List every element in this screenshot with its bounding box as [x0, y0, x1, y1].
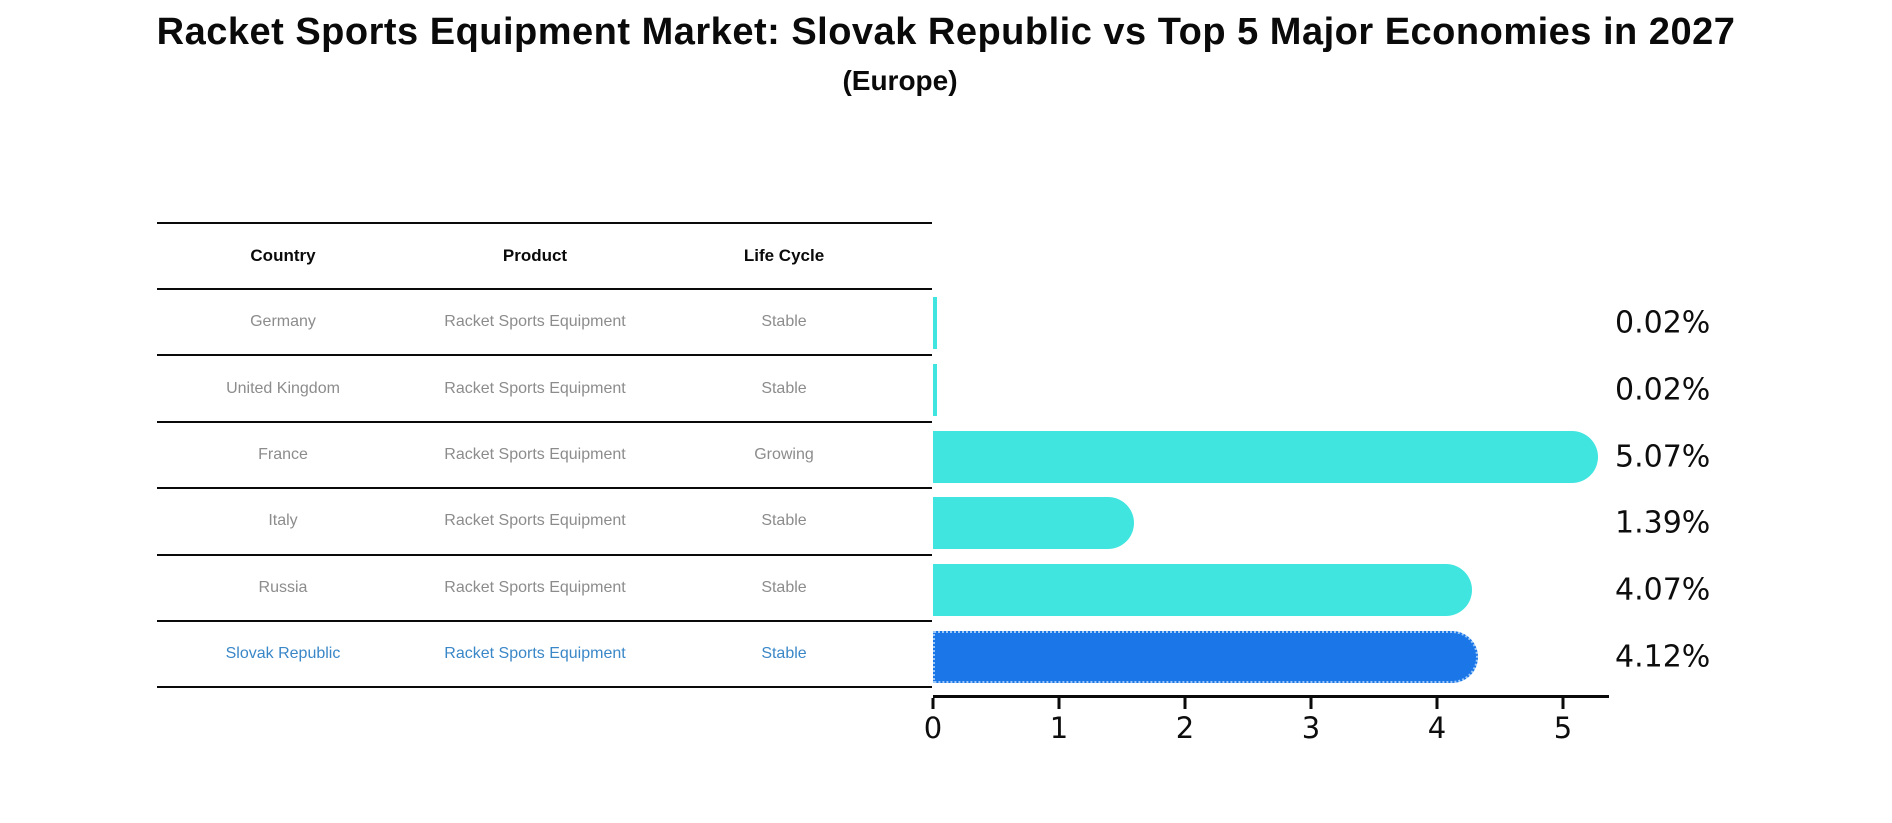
chart-bar-united-kingdom	[933, 363, 937, 416]
life-cycle-cell: Growing	[754, 445, 814, 463]
tick-mark	[1561, 698, 1565, 709]
tick-mark	[931, 698, 935, 709]
bar-value-label: 4.12%	[1615, 639, 1711, 675]
x-axis: 0 1 2 3 4 5	[924, 695, 1609, 745]
tick-label: 3	[1301, 711, 1321, 745]
bar-value-label: 0.02%	[1615, 372, 1711, 408]
table-row: Germany Racket Sports Equipment Stable	[157, 290, 932, 357]
product-cell: Racket Sports Equipment	[444, 379, 626, 397]
product-cell: Racket Sports Equipment	[444, 512, 626, 530]
chart-bar-france	[933, 430, 1598, 483]
life-cycle-cell: Stable	[761, 578, 807, 596]
tick-label: 1	[1049, 711, 1069, 745]
country-cell: United Kingdom	[226, 379, 340, 397]
chart-row: 4.07%	[933, 557, 1710, 624]
bar-value-label: 1.39%	[1615, 505, 1711, 541]
life-cycle-cell: Stable	[761, 512, 807, 530]
bar-value-label: 5.07%	[1615, 439, 1711, 475]
country-cell: France	[258, 445, 308, 463]
tick-mark	[1435, 698, 1439, 709]
country-cell: Russia	[258, 578, 308, 596]
country-table: Country Product Life Cycle Germany Racke…	[157, 222, 932, 689]
product-cell: Racket Sports Equipment	[444, 445, 626, 463]
product-cell: Racket Sports Equipment	[444, 313, 626, 331]
chart-title: Racket Sports Equipment Market: Slovak R…	[156, 11, 1736, 53]
chart-row: 5.07%	[933, 423, 1710, 490]
bar-chart: 0.02% 0.02% 5.07% 1.39% 4.07% 4.12%	[933, 290, 1710, 690]
country-cell: Slovak Republic	[225, 645, 341, 663]
tick-mark	[1057, 698, 1061, 709]
column-header-country: Country	[250, 246, 316, 265]
table-row: Italy Racket Sports Equipment Stable	[157, 489, 932, 556]
column-header-life-cycle: Life Cycle	[743, 246, 825, 265]
table-header-row: Country Product Life Cycle	[157, 224, 932, 290]
chart-bar-russia	[933, 563, 1472, 616]
chart-bar-slovak-republic	[933, 630, 1479, 683]
tick-mark	[1309, 698, 1313, 709]
life-cycle-cell: Stable	[761, 645, 807, 663]
table-row: France Racket Sports Equipment Growing	[157, 423, 932, 490]
table-row: United Kingdom Racket Sports Equipment S…	[157, 356, 932, 423]
country-cell: Germany	[250, 313, 316, 331]
tick-mark	[1183, 698, 1187, 709]
life-cycle-cell: Stable	[761, 379, 807, 397]
chart-bar-italy	[933, 497, 1135, 550]
chart-row: 0.02%	[933, 357, 1710, 424]
chart-row: 1.39%	[933, 490, 1710, 557]
product-cell: Racket Sports Equipment	[444, 645, 626, 663]
life-cycle-cell: Stable	[761, 313, 807, 331]
chart-subtitle: (Europe)	[842, 65, 958, 96]
chart-row: 4.12%	[933, 623, 1710, 690]
tick-label: 2	[1175, 711, 1195, 745]
chart-row: 0.02%	[933, 290, 1710, 357]
tick-label: 0	[923, 711, 943, 745]
country-cell: Italy	[268, 512, 298, 530]
table-row: Russia Racket Sports Equipment Stable	[157, 556, 932, 622]
product-cell: Racket Sports Equipment	[444, 578, 626, 596]
column-header-product: Product	[502, 246, 568, 265]
bar-value-label: 0.02%	[1615, 305, 1711, 341]
bar-value-label: 4.07%	[1615, 572, 1711, 608]
tick-label: 5	[1553, 711, 1573, 745]
tick-label: 4	[1427, 711, 1447, 745]
chart-bar-germany	[933, 297, 937, 350]
table-row-slovak-republic: Slovak Republic Racket Sports Equipment …	[157, 622, 932, 689]
